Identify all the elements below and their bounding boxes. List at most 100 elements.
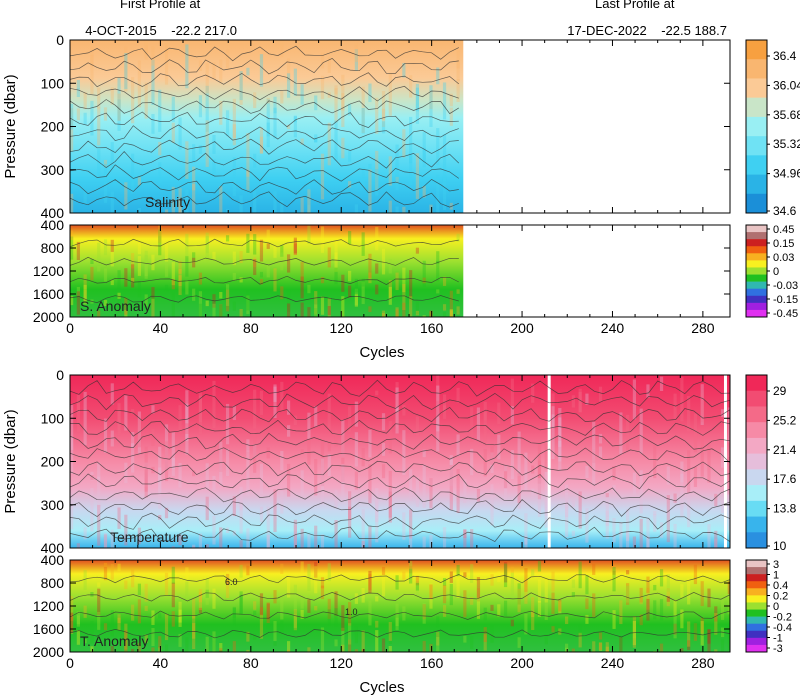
texture-strip bbox=[429, 643, 433, 652]
texture-strip bbox=[517, 491, 521, 509]
texture-strip bbox=[503, 465, 508, 472]
texture-strip bbox=[598, 446, 603, 458]
texture-strip bbox=[137, 240, 142, 255]
texture-strip bbox=[341, 93, 345, 128]
texture-strip bbox=[124, 630, 128, 652]
texture-strip bbox=[368, 429, 372, 458]
texture-strip bbox=[164, 572, 169, 596]
colorbar-swatch bbox=[746, 295, 767, 304]
texture-strip bbox=[286, 641, 291, 652]
texture-strip bbox=[687, 640, 691, 651]
colorbar: 310.40.20-0.2-0.4-1-3 bbox=[745, 559, 792, 655]
texture-strip bbox=[286, 463, 291, 497]
texture-strip bbox=[456, 289, 460, 294]
texture-strip bbox=[558, 599, 562, 612]
texture-strip bbox=[707, 524, 711, 534]
texture-strip bbox=[517, 637, 521, 648]
texture-strip bbox=[381, 566, 386, 576]
texture-strip bbox=[314, 406, 318, 427]
texture-strip bbox=[232, 606, 236, 626]
texture-strip bbox=[117, 93, 121, 121]
texture-strip bbox=[307, 307, 311, 317]
colorbar-label: -0.4 bbox=[773, 622, 792, 634]
texture-strip bbox=[693, 564, 698, 585]
colorbar-label: 34.6 bbox=[773, 204, 797, 218]
texture-strip bbox=[531, 383, 535, 403]
texture-strip bbox=[456, 49, 460, 82]
texture-strip bbox=[334, 88, 338, 95]
texture-strip bbox=[314, 95, 318, 111]
texture-strip bbox=[517, 583, 521, 605]
y-tick-label: 1200 bbox=[33, 598, 64, 614]
texture-strip bbox=[110, 142, 114, 168]
texture-strip bbox=[673, 393, 677, 421]
texture-strip bbox=[646, 598, 650, 621]
texture-strip bbox=[124, 395, 128, 431]
y-tick-label: 800 bbox=[41, 240, 65, 256]
texture-strip bbox=[490, 604, 494, 611]
texture-strip bbox=[70, 614, 74, 635]
texture-strip bbox=[348, 231, 352, 245]
texture-strip bbox=[524, 613, 528, 635]
texture-strip bbox=[246, 565, 250, 576]
texture-strip bbox=[266, 97, 270, 104]
texture-strip bbox=[131, 181, 135, 194]
texture-strip bbox=[361, 587, 365, 603]
texture-strip bbox=[76, 543, 80, 548]
texture-strip bbox=[76, 291, 80, 315]
texture-strip bbox=[483, 412, 487, 421]
texture-strip bbox=[273, 489, 277, 532]
texture-strip bbox=[327, 247, 331, 268]
texture-strip bbox=[103, 560, 108, 581]
texture-strip bbox=[280, 490, 284, 514]
texture-strip bbox=[402, 284, 406, 311]
texture-strip bbox=[463, 479, 467, 503]
texture-strip bbox=[273, 107, 277, 114]
colorbar-label: 0.03 bbox=[773, 252, 794, 264]
texture-strip bbox=[341, 605, 345, 631]
texture-strip bbox=[456, 306, 460, 315]
texture-strip bbox=[144, 634, 148, 643]
texture-strip bbox=[212, 303, 216, 317]
last-profile-info: 17-DEC-2022 -22.5 188.7 bbox=[560, 10, 727, 38]
texture-strip bbox=[117, 563, 121, 572]
contour-line bbox=[70, 592, 730, 602]
texture-strip bbox=[720, 639, 725, 652]
texture-strip bbox=[307, 412, 311, 439]
contour-line bbox=[70, 526, 730, 543]
texture-strip bbox=[151, 46, 155, 66]
texture-strip bbox=[307, 204, 311, 213]
texture-strip bbox=[544, 494, 548, 528]
texture-strip bbox=[131, 77, 135, 124]
texture-strip bbox=[225, 570, 230, 582]
texture-strip bbox=[124, 623, 128, 650]
texture-strip bbox=[449, 464, 453, 511]
texture-strip bbox=[639, 596, 643, 605]
texture-strip bbox=[192, 470, 196, 477]
texture-strip bbox=[178, 269, 182, 286]
first-profile-date: 4-OCT-2015 bbox=[85, 23, 157, 38]
texture-strip bbox=[368, 600, 372, 626]
texture-strip bbox=[90, 259, 94, 264]
texture-strip bbox=[415, 83, 420, 124]
texture-strip bbox=[700, 617, 704, 634]
texture-strip bbox=[103, 534, 108, 548]
texture-strip bbox=[253, 257, 257, 267]
texture-strip bbox=[422, 640, 426, 652]
texture-strip bbox=[490, 484, 494, 526]
texture-strip bbox=[124, 309, 128, 317]
texture-strip bbox=[395, 603, 399, 627]
texture-strip bbox=[124, 182, 128, 210]
texture-strip bbox=[137, 177, 142, 186]
texture-strip bbox=[659, 643, 664, 652]
texture-strip bbox=[178, 633, 182, 647]
texture-strip bbox=[354, 49, 358, 71]
texture-strip bbox=[436, 616, 440, 628]
panel-title: Salinity bbox=[145, 194, 190, 210]
texture-strip bbox=[158, 467, 162, 509]
texture-strip bbox=[280, 200, 284, 213]
texture-strip bbox=[185, 581, 189, 602]
texture-strip bbox=[192, 184, 196, 213]
texture-strip bbox=[212, 475, 216, 491]
texture-strip bbox=[280, 597, 284, 620]
